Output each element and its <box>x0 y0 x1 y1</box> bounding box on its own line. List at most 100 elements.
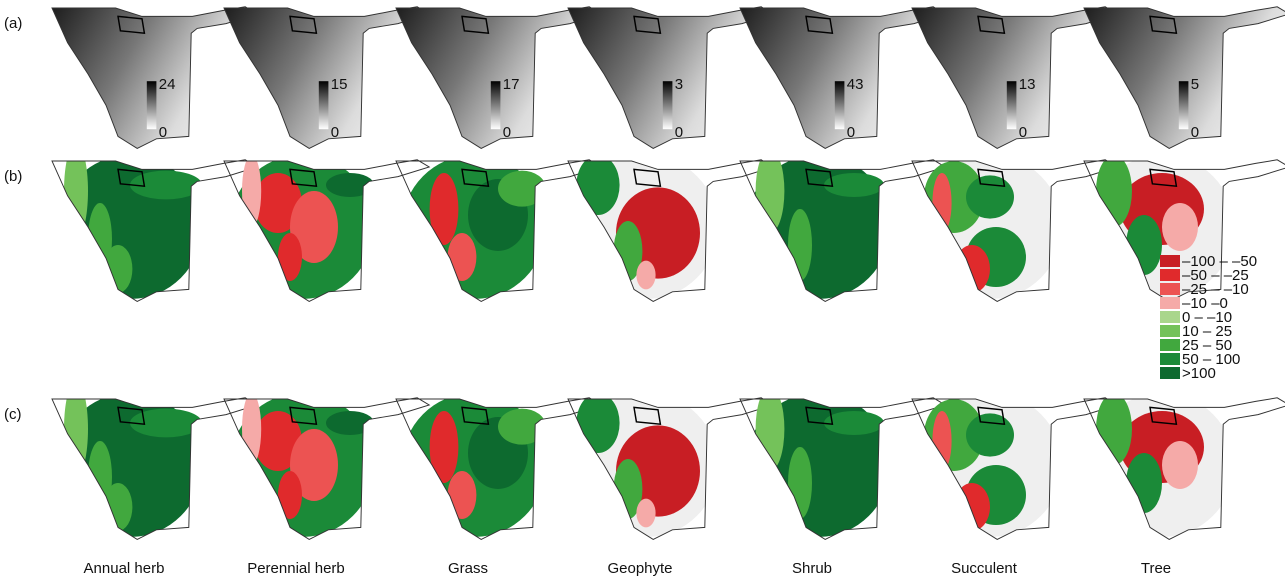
map-fill <box>218 2 434 152</box>
map-patch <box>104 483 133 531</box>
map-fill <box>734 2 950 152</box>
row-label: (a) <box>4 15 22 32</box>
map-patch <box>932 173 951 233</box>
map-patch <box>326 173 374 197</box>
column-label: Annual herb <box>84 560 165 577</box>
map-fill <box>746 387 890 537</box>
scale-min: 0 <box>503 124 511 141</box>
legend-swatch <box>1160 325 1180 337</box>
legend-swatch <box>1160 255 1180 267</box>
scale-max: 24 <box>159 76 176 93</box>
map-fill <box>746 149 890 299</box>
map-shade <box>218 2 434 152</box>
map-patch <box>1126 215 1162 275</box>
map-fill <box>574 393 718 537</box>
map-patch <box>824 173 884 197</box>
scale-max: 17 <box>503 76 520 93</box>
column-label: Perennial herb <box>247 560 345 577</box>
map-fill <box>1090 393 1234 537</box>
map-patch <box>932 411 951 471</box>
map <box>224 393 429 539</box>
map-patch <box>1162 441 1198 489</box>
map <box>734 2 950 152</box>
map-fill <box>390 2 606 152</box>
map <box>568 393 773 539</box>
map-patch <box>954 483 990 531</box>
map-fill <box>230 393 374 537</box>
column-label: Geophyte <box>607 560 672 577</box>
map <box>224 155 429 301</box>
scale-min: 0 <box>159 124 167 141</box>
map <box>562 2 778 152</box>
map <box>1084 393 1285 539</box>
map-shade <box>562 2 778 152</box>
map-patch <box>1096 155 1132 227</box>
map <box>46 2 262 152</box>
column-label: Shrub <box>792 560 832 577</box>
map-patch <box>448 471 477 519</box>
map-patch <box>448 233 477 281</box>
map-patch <box>430 173 459 245</box>
map-fill <box>58 381 202 537</box>
map <box>740 387 945 539</box>
map-fill <box>230 155 374 299</box>
map-patch <box>278 471 302 519</box>
map-fill <box>918 155 1062 299</box>
map <box>390 2 606 152</box>
colorbar <box>319 81 329 129</box>
map-shade <box>46 2 262 152</box>
map <box>1078 2 1285 152</box>
map-patch <box>636 261 655 290</box>
legend-swatch <box>1160 297 1180 309</box>
map-shade <box>390 2 606 152</box>
map <box>912 393 1117 539</box>
legend-swatch <box>1160 311 1180 323</box>
map-fill <box>46 2 262 152</box>
map-fill <box>402 393 546 537</box>
map-patch <box>966 175 1014 218</box>
column-label: Grass <box>448 560 488 577</box>
map-patch <box>636 499 655 528</box>
map <box>740 149 945 301</box>
legend-swatch <box>1160 353 1180 365</box>
map-fill <box>918 393 1062 537</box>
map-patch <box>498 409 546 445</box>
row-label: (c) <box>4 406 22 423</box>
map-patch <box>430 411 459 483</box>
map <box>396 393 601 539</box>
map-patch <box>824 411 884 435</box>
scale-min: 0 <box>331 124 339 141</box>
row-label: (b) <box>4 168 22 185</box>
map-patch <box>576 155 619 215</box>
map-patch <box>242 393 261 465</box>
map-patch <box>576 393 619 453</box>
map <box>218 2 434 152</box>
map-patch <box>278 233 302 281</box>
scale-max: 13 <box>1019 76 1036 93</box>
column-label: Tree <box>1141 560 1171 577</box>
map <box>396 155 601 301</box>
legend-swatch <box>1160 339 1180 351</box>
map-patch <box>1126 453 1162 513</box>
map <box>568 155 773 301</box>
map-patch <box>788 447 812 519</box>
colorbar <box>663 81 673 129</box>
map-fill <box>562 2 778 152</box>
colorbar <box>1179 81 1189 129</box>
scale-max: 5 <box>1191 76 1199 93</box>
map-patch <box>1162 203 1198 251</box>
map-fill <box>906 2 1122 152</box>
map-patch <box>326 411 374 435</box>
map-patch <box>64 381 88 477</box>
map-shade <box>906 2 1122 152</box>
colorbar <box>835 81 845 129</box>
legend-swatch <box>1160 283 1180 295</box>
map-shade <box>734 2 950 152</box>
scale-max: 43 <box>847 76 864 93</box>
legend-swatch <box>1160 367 1180 379</box>
map-fill <box>402 155 546 299</box>
map-patch <box>64 143 88 239</box>
colorbar <box>1007 81 1017 129</box>
map-patch <box>756 149 785 233</box>
map-patch <box>498 171 546 207</box>
